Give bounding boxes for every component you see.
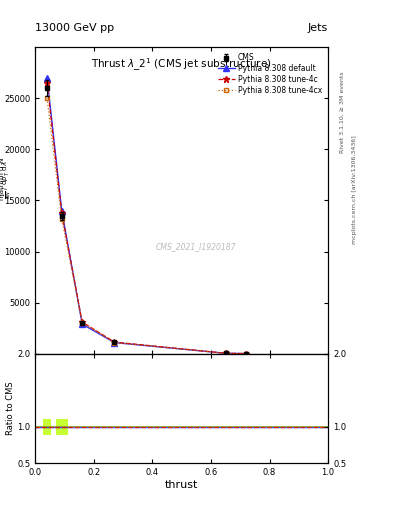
Text: CMS_2021_I1920187: CMS_2021_I1920187 bbox=[156, 242, 237, 251]
Pythia 8.308 tune-4c bbox=[223, 350, 228, 356]
Text: mathrm d²N: mathrm d²N bbox=[0, 158, 5, 201]
Pythia 8.308 tune-4c bbox=[112, 339, 117, 345]
Pythia 8.308 tune-4c bbox=[80, 319, 84, 325]
Pythia 8.308 tune-4cx bbox=[112, 339, 117, 346]
Pythia 8.308 default bbox=[244, 351, 248, 357]
Pythia 8.308 tune-4c bbox=[45, 80, 50, 86]
Text: mcplots.cern.ch [arXiv:1306.3436]: mcplots.cern.ch [arXiv:1306.3436] bbox=[352, 135, 357, 244]
Pythia 8.308 default bbox=[80, 321, 84, 327]
Pythia 8.308 tune-4c bbox=[244, 351, 248, 357]
Text: $\frac{1}{\mathrm{d}N}\ /\ \mathrm{d}p_T\ \mathrm{d}\lambda$: $\frac{1}{\mathrm{d}N}\ /\ \mathrm{d}p_T… bbox=[0, 160, 14, 199]
Pythia 8.308 tune-4cx bbox=[59, 216, 64, 222]
X-axis label: thrust: thrust bbox=[165, 480, 198, 490]
Bar bbox=[43, 419, 51, 435]
Bar bbox=[56, 419, 68, 435]
Pythia 8.308 tune-4cx bbox=[223, 350, 228, 356]
Line: Pythia 8.308 default: Pythia 8.308 default bbox=[44, 75, 249, 356]
Pythia 8.308 tune-4c bbox=[59, 209, 64, 216]
Y-axis label: mathrm d$^2$N
mathrm d $p_T$ mathrm d $\lambda$: mathrm d$^2$N mathrm d $p_T$ mathrm d $\… bbox=[0, 156, 2, 245]
Text: Jets: Jets bbox=[308, 23, 328, 33]
Text: Rivet 3.1.10, ≥ 3M events: Rivet 3.1.10, ≥ 3M events bbox=[340, 72, 345, 154]
Pythia 8.308 tune-4cx bbox=[45, 95, 50, 101]
Pythia 8.308 default bbox=[223, 350, 228, 356]
Pythia 8.308 default bbox=[112, 339, 117, 346]
Y-axis label: Ratio to CMS: Ratio to CMS bbox=[6, 382, 15, 435]
Text: Thrust $\lambda\_2^1$ (CMS jet substructure): Thrust $\lambda\_2^1$ (CMS jet substruct… bbox=[92, 56, 272, 73]
Text: 13000 GeV pp: 13000 GeV pp bbox=[35, 23, 114, 33]
Line: Pythia 8.308 tune-4c: Pythia 8.308 tune-4c bbox=[44, 79, 250, 357]
Legend: CMS, Pythia 8.308 default, Pythia 8.308 tune-4c, Pythia 8.308 tune-4cx: CMS, Pythia 8.308 default, Pythia 8.308 … bbox=[216, 51, 324, 97]
Pythia 8.308 tune-4cx bbox=[80, 319, 84, 326]
Pythia 8.308 tune-4cx bbox=[244, 351, 248, 357]
Pythia 8.308 default bbox=[59, 207, 64, 214]
Line: Pythia 8.308 tune-4cx: Pythia 8.308 tune-4cx bbox=[45, 96, 249, 356]
Pythia 8.308 default bbox=[45, 75, 50, 81]
